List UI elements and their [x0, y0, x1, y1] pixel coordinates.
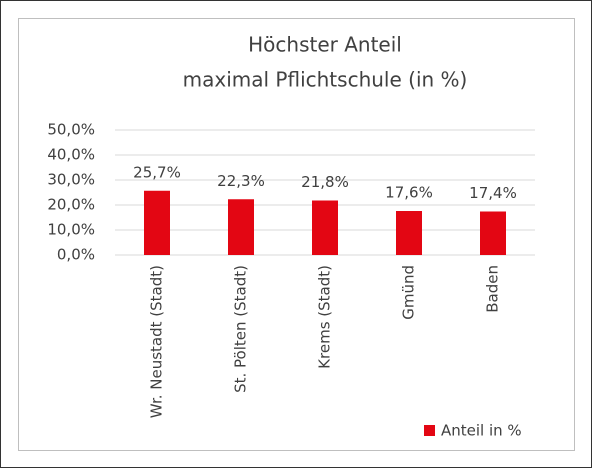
x-tick-label: Gmünd — [400, 265, 418, 320]
legend-label: Anteil in % — [441, 422, 522, 440]
x-tick-label: Baden — [484, 265, 502, 313]
bar — [480, 211, 506, 255]
y-tick-label: 40,0% — [47, 146, 95, 164]
bar — [396, 211, 422, 255]
y-tick-label: 0,0% — [57, 246, 95, 264]
x-tick-label: Krems (Stadt) — [316, 265, 334, 369]
bar — [228, 199, 254, 255]
data-label: 21,8% — [301, 173, 349, 191]
data-label: 17,4% — [469, 184, 517, 202]
y-tick-label: 10,0% — [47, 221, 95, 239]
y-tick-label: 30,0% — [47, 171, 95, 189]
data-label: 17,6% — [385, 184, 433, 202]
y-tick-label: 50,0% — [47, 121, 95, 139]
y-tick-label: 20,0% — [47, 196, 95, 214]
x-tick-label: St. Pölten (Stadt) — [232, 265, 250, 393]
bar — [144, 190, 170, 255]
data-label: 25,7% — [133, 163, 181, 181]
bar — [312, 200, 338, 255]
data-label: 22,3% — [217, 172, 265, 190]
x-tick-label: Wr. Neustadt (Stadt) — [148, 265, 166, 418]
chart-title: Höchster Anteil — [248, 33, 402, 57]
chart-title: maximal Pflichtschule (in %) — [183, 68, 468, 92]
legend-swatch — [424, 425, 435, 436]
